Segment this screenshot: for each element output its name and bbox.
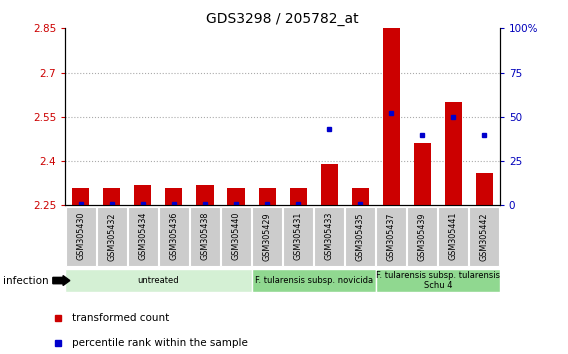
Bar	[197, 185, 214, 205]
Bar	[72, 188, 89, 205]
Text: GSM305430: GSM305430	[76, 212, 85, 261]
FancyBboxPatch shape	[66, 207, 96, 266]
Text: infection: infection	[3, 275, 48, 286]
FancyBboxPatch shape	[438, 207, 468, 266]
FancyBboxPatch shape	[375, 269, 500, 292]
Text: GSM305440: GSM305440	[232, 212, 240, 261]
FancyBboxPatch shape	[65, 269, 252, 292]
FancyBboxPatch shape	[252, 207, 282, 266]
FancyBboxPatch shape	[314, 207, 344, 266]
Text: GSM305429: GSM305429	[262, 212, 272, 261]
Text: percentile rank within the sample: percentile rank within the sample	[72, 338, 248, 348]
Text: untreated: untreated	[137, 276, 179, 285]
FancyBboxPatch shape	[407, 207, 437, 266]
Title: GDS3298 / 205782_at: GDS3298 / 205782_at	[206, 12, 359, 26]
Bar	[290, 188, 307, 205]
FancyBboxPatch shape	[97, 207, 127, 266]
Bar	[103, 188, 120, 205]
Text: GSM305431: GSM305431	[294, 212, 303, 261]
Bar	[135, 185, 152, 205]
Bar	[165, 188, 182, 205]
Bar	[414, 143, 431, 205]
Text: F. tularensis subsp. novicida: F. tularensis subsp. novicida	[254, 276, 373, 285]
Text: GSM305435: GSM305435	[356, 212, 365, 261]
Text: GSM305437: GSM305437	[387, 212, 396, 261]
FancyBboxPatch shape	[345, 207, 375, 266]
Text: GSM305436: GSM305436	[169, 212, 178, 261]
Bar	[320, 164, 337, 205]
Text: GSM305432: GSM305432	[107, 212, 116, 261]
Bar	[383, 28, 400, 205]
FancyBboxPatch shape	[469, 207, 499, 266]
Text: GSM305439: GSM305439	[417, 212, 427, 261]
Text: GSM305441: GSM305441	[449, 212, 458, 261]
FancyBboxPatch shape	[159, 207, 189, 266]
FancyBboxPatch shape	[377, 207, 406, 266]
Bar	[228, 188, 245, 205]
Bar	[476, 173, 493, 205]
Text: GSM305442: GSM305442	[480, 212, 489, 261]
FancyBboxPatch shape	[252, 269, 375, 292]
FancyBboxPatch shape	[128, 207, 158, 266]
Text: GSM305438: GSM305438	[201, 212, 210, 261]
Bar	[445, 102, 462, 205]
FancyBboxPatch shape	[190, 207, 220, 266]
FancyBboxPatch shape	[283, 207, 313, 266]
Bar	[258, 188, 275, 205]
Text: GSM305434: GSM305434	[139, 212, 148, 261]
Text: transformed count: transformed count	[72, 313, 169, 323]
Bar	[352, 188, 369, 205]
Text: F. tularensis subsp. tularensis
Schu 4: F. tularensis subsp. tularensis Schu 4	[376, 271, 500, 290]
Text: GSM305433: GSM305433	[325, 212, 333, 261]
FancyBboxPatch shape	[221, 207, 251, 266]
